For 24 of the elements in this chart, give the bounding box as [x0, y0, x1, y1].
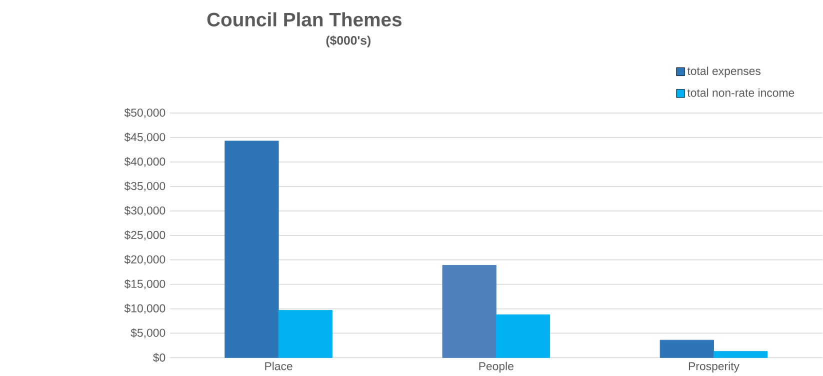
bar [660, 340, 714, 358]
y-tick-label: $30,000 [124, 206, 166, 216]
y-tick-label: $10,000 [124, 304, 166, 314]
y-tick-label: $40,000 [124, 156, 166, 167]
y-tick-label: $50,000 [124, 108, 166, 118]
y-tick-label: $45,000 [124, 132, 166, 142]
legend-label: total non-rate income [687, 88, 794, 97]
y-tick-label: $35,000 [124, 181, 166, 192]
x-tick-label: Prosperity [688, 362, 740, 372]
x-tick-label: People [479, 362, 514, 372]
y-tick-label: $25,000 [124, 230, 166, 240]
y-tick-label: $0 [153, 352, 166, 362]
chart-subtitle: ($000's) [326, 35, 370, 48]
bar [442, 264, 496, 358]
legend-label: total expenses [687, 66, 761, 78]
y-tick-label: $20,000 [124, 254, 166, 265]
bar [496, 314, 550, 358]
bar [278, 310, 332, 358]
bar [714, 350, 768, 358]
chart-title: Council Plan Themes [207, 12, 402, 26]
x-tick-label: Place [265, 362, 292, 370]
y-tick-label: $15,000 [124, 279, 166, 290]
bar [224, 140, 279, 358]
y-tick-label: $5,000 [130, 328, 166, 338]
